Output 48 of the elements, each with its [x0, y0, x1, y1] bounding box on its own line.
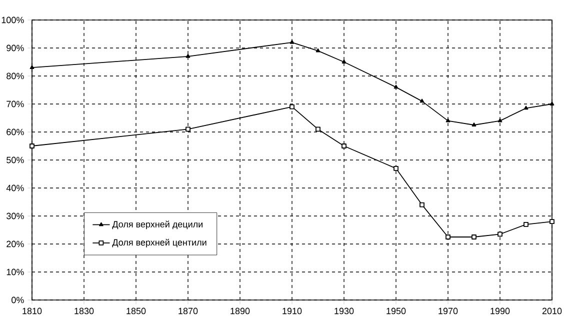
point — [472, 234, 476, 240]
point — [446, 234, 450, 240]
point — [472, 122, 476, 126]
point — [186, 54, 190, 58]
x-tick-label: 1890 — [230, 308, 250, 314]
y-tick-label: 10% — [6, 268, 24, 276]
x-tick-label: 1930 — [334, 308, 354, 314]
point — [186, 126, 190, 132]
x-tick-label: 1970 — [438, 308, 458, 314]
point — [290, 40, 294, 44]
y-tick-label: 20% — [6, 240, 24, 248]
point — [524, 222, 528, 227]
x-tick-label: 1810 — [22, 308, 42, 314]
point — [30, 65, 34, 70]
legend-label: Доля верхней децили — [112, 220, 202, 230]
legend-label: Доля верхней центили — [112, 238, 206, 248]
point — [498, 232, 502, 237]
y-tick-label: 70% — [6, 100, 24, 108]
point — [524, 106, 528, 110]
point — [550, 102, 554, 106]
y-tick-label: 40% — [6, 184, 24, 192]
point — [420, 98, 424, 103]
y-tick-label: 60% — [6, 128, 24, 136]
point — [316, 48, 320, 52]
point — [446, 118, 450, 122]
x-tick-label: 2010 — [542, 308, 562, 314]
point — [498, 118, 502, 122]
y-tick-label: 90% — [6, 44, 24, 52]
point — [342, 144, 346, 148]
point — [394, 166, 398, 171]
point — [420, 202, 424, 208]
x-tick-label: 1910 — [282, 308, 302, 314]
point — [342, 60, 346, 64]
y-tick-label: 50% — [6, 156, 24, 164]
x-tick-label: 1950 — [386, 308, 406, 314]
x-tick-label: 1830 — [74, 308, 94, 314]
y-tick-label: 0% — [12, 296, 24, 304]
point — [316, 126, 320, 132]
x-tick-label: 1870 — [178, 308, 198, 314]
y-tick-label: 100% — [2, 16, 24, 24]
x-tick-label: 1850 — [126, 308, 146, 314]
point — [30, 144, 34, 148]
point — [550, 219, 554, 224]
x-tick-label: 1990 — [490, 308, 510, 314]
y-tick-label: 80% — [6, 72, 24, 80]
point — [290, 104, 294, 110]
y-tick-label: 30% — [6, 212, 24, 220]
point — [394, 84, 398, 89]
